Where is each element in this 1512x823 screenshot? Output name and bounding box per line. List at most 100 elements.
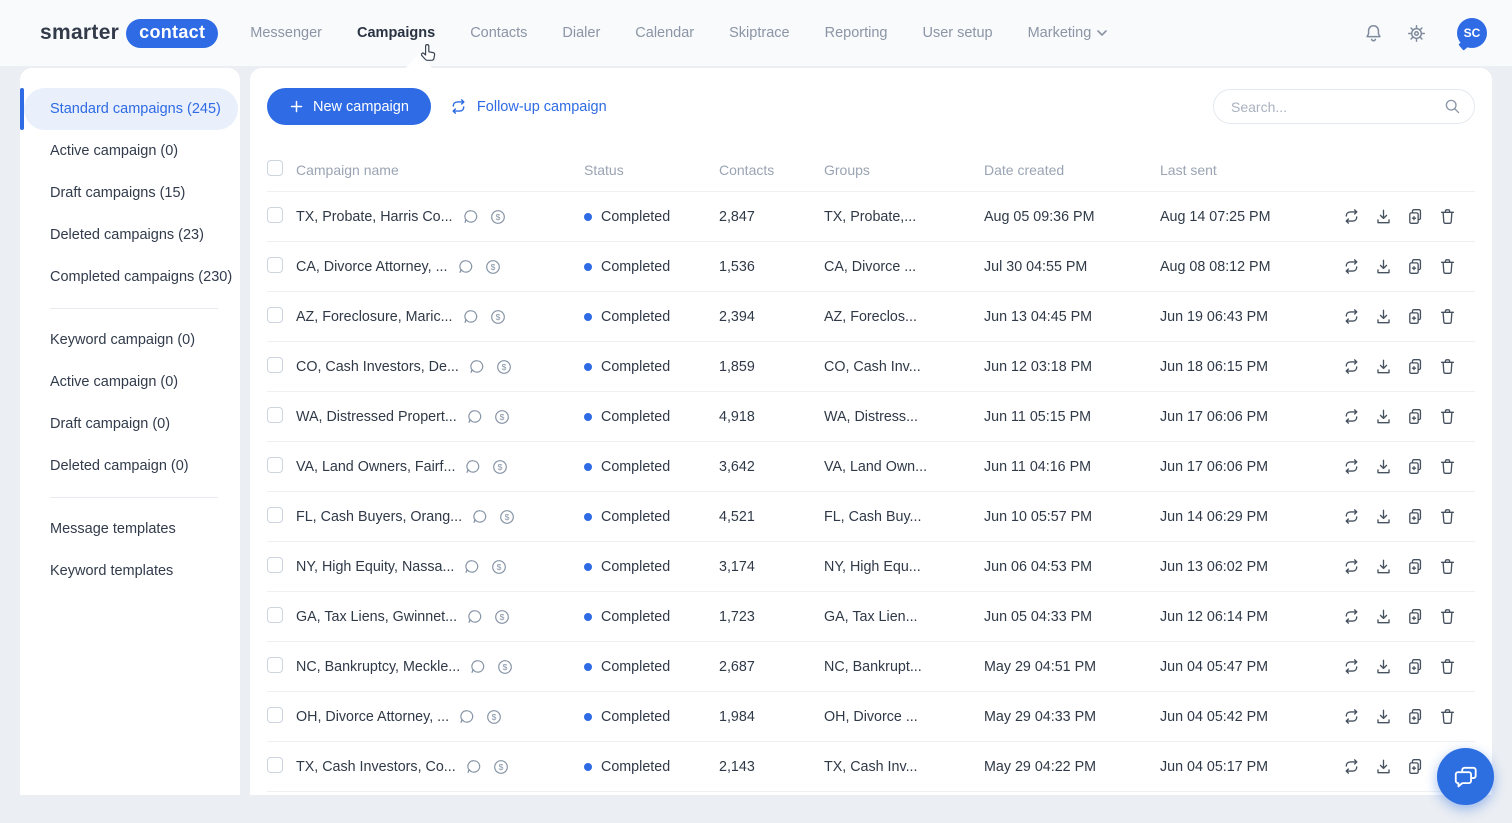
row-checkbox[interactable] <box>267 456 283 473</box>
message-bubble-icon[interactable] <box>468 358 486 376</box>
download-row-button[interactable] <box>1374 207 1393 226</box>
sidebar-item-draft-campaigns-15[interactable]: Draft campaigns (15) <box>24 172 238 214</box>
dollar-circle-icon[interactable]: $ <box>493 608 511 626</box>
download-row-button[interactable] <box>1374 257 1393 276</box>
delete-row-button[interactable] <box>1438 307 1457 326</box>
download-row-button[interactable] <box>1374 757 1393 776</box>
delete-row-button[interactable] <box>1438 557 1457 576</box>
campaign-name[interactable]: OH, Divorce Attorney, ... <box>296 708 450 725</box>
nav-item-marketing[interactable]: Marketing <box>1028 25 1108 41</box>
row-checkbox[interactable] <box>267 406 283 423</box>
campaign-name[interactable]: GA, Tax Liens, Gwinnet... <box>296 608 458 625</box>
delete-row-button[interactable] <box>1438 507 1457 526</box>
message-bubble-icon[interactable] <box>466 408 484 426</box>
duplicate-row-button[interactable] <box>1406 507 1425 526</box>
follow-up-row-button[interactable] <box>1342 507 1361 526</box>
follow-up-row-button[interactable] <box>1342 407 1361 426</box>
search-input[interactable] <box>1213 89 1475 124</box>
duplicate-row-button[interactable] <box>1406 757 1425 776</box>
message-bubble-icon[interactable] <box>464 458 482 476</box>
dollar-circle-icon[interactable]: $ <box>491 458 509 476</box>
duplicate-row-button[interactable] <box>1406 707 1425 726</box>
campaign-name[interactable]: CO, Cash Investors, De... <box>296 358 459 375</box>
campaign-name[interactable]: WA, Distressed Propert... <box>296 408 457 425</box>
follow-up-row-button[interactable] <box>1342 307 1361 326</box>
chat-widget-button[interactable] <box>1437 748 1494 805</box>
delete-row-button[interactable] <box>1438 207 1457 226</box>
download-row-button[interactable] <box>1374 357 1393 376</box>
campaign-name[interactable]: NC, Bankruptcy, Meckle... <box>296 658 461 675</box>
message-bubble-icon[interactable] <box>466 608 484 626</box>
follow-up-row-button[interactable] <box>1342 207 1361 226</box>
row-checkbox[interactable] <box>267 756 283 773</box>
download-row-button[interactable] <box>1374 407 1393 426</box>
campaign-name[interactable]: TX, Probate, Harris Co... <box>296 208 453 225</box>
sidebar-item-message-templates[interactable]: Message templates <box>24 508 238 550</box>
message-bubble-icon[interactable] <box>458 708 476 726</box>
row-checkbox[interactable] <box>267 706 283 723</box>
dollar-circle-icon[interactable]: $ <box>492 758 510 776</box>
search-icon[interactable] <box>1444 98 1461 115</box>
nav-item-calendar[interactable]: Calendar <box>635 25 694 41</box>
bell-icon[interactable] <box>1363 23 1384 44</box>
dollar-circle-icon[interactable]: $ <box>489 308 507 326</box>
row-checkbox[interactable] <box>267 556 283 573</box>
message-bubble-icon[interactable] <box>462 208 480 226</box>
app-logo[interactable]: smarter contact <box>40 18 219 48</box>
nav-item-user-setup[interactable]: User setup <box>922 25 992 41</box>
follow-up-campaign-link[interactable]: Follow-up campaign <box>449 97 607 116</box>
duplicate-row-button[interactable] <box>1406 257 1425 276</box>
delete-row-button[interactable] <box>1438 657 1457 676</box>
avatar[interactable]: SC <box>1457 18 1487 48</box>
delete-row-button[interactable] <box>1438 707 1457 726</box>
row-checkbox[interactable] <box>267 306 283 323</box>
delete-row-button[interactable] <box>1438 357 1457 376</box>
message-bubble-icon[interactable] <box>463 558 481 576</box>
row-checkbox[interactable] <box>267 606 283 623</box>
message-bubble-icon[interactable] <box>469 658 487 676</box>
dollar-circle-icon[interactable]: $ <box>498 508 516 526</box>
dollar-circle-icon[interactable]: $ <box>485 708 503 726</box>
download-row-button[interactable] <box>1374 307 1393 326</box>
nav-item-skiptrace[interactable]: Skiptrace <box>729 25 789 41</box>
dollar-circle-icon[interactable]: $ <box>495 358 513 376</box>
sidebar-item-keyword-templates[interactable]: Keyword templates <box>24 550 238 592</box>
duplicate-row-button[interactable] <box>1406 307 1425 326</box>
campaign-name[interactable]: TX, Cash Investors, Co... <box>296 758 456 775</box>
dollar-circle-icon[interactable]: $ <box>493 408 511 426</box>
nav-item-dialer[interactable]: Dialer <box>562 25 600 41</box>
campaign-name[interactable]: FL, Cash Buyers, Orang... <box>296 508 463 525</box>
row-checkbox[interactable] <box>267 356 283 373</box>
campaign-name[interactable]: VA, Land Owners, Fairf... <box>296 458 456 475</box>
duplicate-row-button[interactable] <box>1406 457 1425 476</box>
sidebar-item-keyword-campaign-0[interactable]: Keyword campaign (0) <box>24 319 238 361</box>
dollar-circle-icon[interactable]: $ <box>490 558 508 576</box>
nav-item-messenger[interactable]: Messenger <box>250 25 322 41</box>
duplicate-row-button[interactable] <box>1406 357 1425 376</box>
duplicate-row-button[interactable] <box>1406 407 1425 426</box>
duplicate-row-button[interactable] <box>1406 657 1425 676</box>
follow-up-row-button[interactable] <box>1342 757 1361 776</box>
message-bubble-icon[interactable] <box>457 258 475 276</box>
delete-row-button[interactable] <box>1438 457 1457 476</box>
message-bubble-icon[interactable] <box>462 308 480 326</box>
new-campaign-button[interactable]: New campaign <box>267 88 431 125</box>
follow-up-row-button[interactable] <box>1342 707 1361 726</box>
nav-item-campaigns[interactable]: Campaigns <box>357 25 435 41</box>
follow-up-row-button[interactable] <box>1342 607 1361 626</box>
message-bubble-icon[interactable] <box>465 758 483 776</box>
sidebar-item-active-campaign-0[interactable]: Active campaign (0) <box>24 361 238 403</box>
sidebar-item-active-campaign-0[interactable]: Active campaign (0) <box>24 130 238 172</box>
row-checkbox[interactable] <box>267 256 283 273</box>
nav-item-reporting[interactable]: Reporting <box>825 25 888 41</box>
duplicate-row-button[interactable] <box>1406 557 1425 576</box>
delete-row-button[interactable] <box>1438 257 1457 276</box>
sidebar-item-standard-campaigns-245[interactable]: Standard campaigns (245) <box>20 88 238 130</box>
sidebar-item-draft-campaign-0[interactable]: Draft campaign (0) <box>24 403 238 445</box>
row-checkbox[interactable] <box>267 206 283 223</box>
gear-icon[interactable] <box>1406 23 1427 44</box>
dollar-circle-icon[interactable]: $ <box>496 658 514 676</box>
delete-row-button[interactable] <box>1438 407 1457 426</box>
campaign-name[interactable]: NY, High Equity, Nassa... <box>296 558 455 575</box>
download-row-button[interactable] <box>1374 557 1393 576</box>
